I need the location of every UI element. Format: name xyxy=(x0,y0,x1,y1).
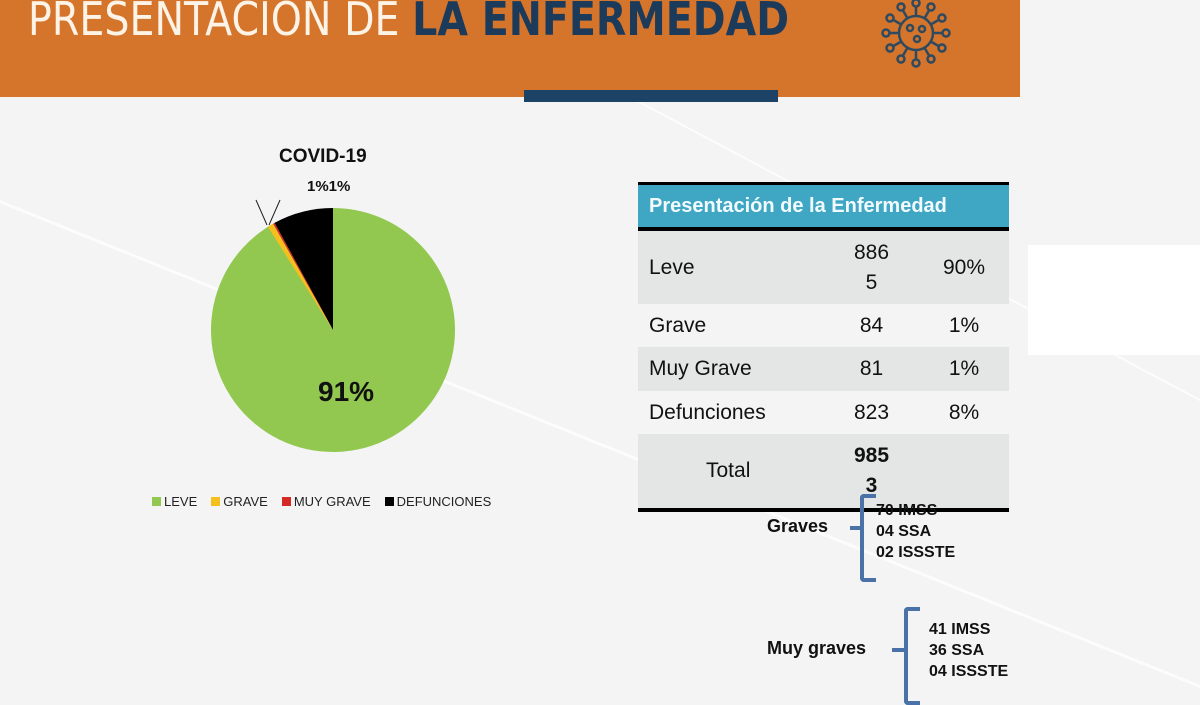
slide-title: PRESENTACION DE LA ENFERMEDAD xyxy=(28,0,790,46)
bracket-tick xyxy=(850,526,862,530)
table-row: Leve 886 5 90% xyxy=(638,231,1009,304)
graves-list: 70 IMSS 04 SSA 02 ISSSTE xyxy=(876,502,956,561)
muy-graves-label: Muy graves xyxy=(767,638,867,658)
legend-item-grave: GRAVE xyxy=(211,494,268,509)
table-row: Muy Grave 81 1% xyxy=(638,347,1009,391)
graves-bracket xyxy=(860,494,876,582)
slice-leve xyxy=(210,208,455,452)
small-slice-labels: 1%1% xyxy=(307,178,351,195)
background-panel xyxy=(1028,245,1200,355)
legend-swatch xyxy=(211,497,221,506)
legend-swatch xyxy=(384,497,394,506)
graves-label: Graves xyxy=(767,516,829,536)
legend-swatch xyxy=(281,497,291,506)
slide-header: PRESENTACION DE LA ENFERMEDAD xyxy=(0,0,1020,97)
table-row: Defunciones 823 8% xyxy=(649,400,980,424)
table-row: Grave 84 1% xyxy=(649,313,980,337)
muy-graves-bracket xyxy=(904,607,920,705)
legend-item-leve: LEVE xyxy=(152,494,197,509)
bracket-tick xyxy=(892,648,906,652)
table-total-row: Total 985 3 xyxy=(638,434,1009,512)
leader-lines xyxy=(255,199,281,226)
chart-legend: LEVE GRAVE MUY GRAVE DEFUNCIONES xyxy=(152,494,491,509)
legend-swatch xyxy=(152,497,161,506)
header-accent-bar xyxy=(524,90,778,102)
table-title: Presentación de la Enfermedad xyxy=(638,182,1009,231)
background-decoration xyxy=(0,200,1200,690)
slice-grave xyxy=(267,223,333,330)
slice-muy-grave xyxy=(273,222,333,330)
pie-chart xyxy=(210,207,455,452)
chart-title: COVID-19 xyxy=(279,146,367,167)
virus-icon xyxy=(881,0,951,68)
legend-item-muy-grave: MUY GRAVE xyxy=(281,494,371,509)
slice-defunciones xyxy=(274,207,333,330)
legend-item-defunciones: DEFUNCIONES xyxy=(384,494,491,509)
slice-label-leve: 91% xyxy=(318,376,375,407)
disease-table: Presentación de la Enfermedad Leve 886 5 … xyxy=(638,182,1009,512)
muy-graves-list: 41 IMSS 36 SSA 04 ISSSTE xyxy=(929,621,1009,680)
